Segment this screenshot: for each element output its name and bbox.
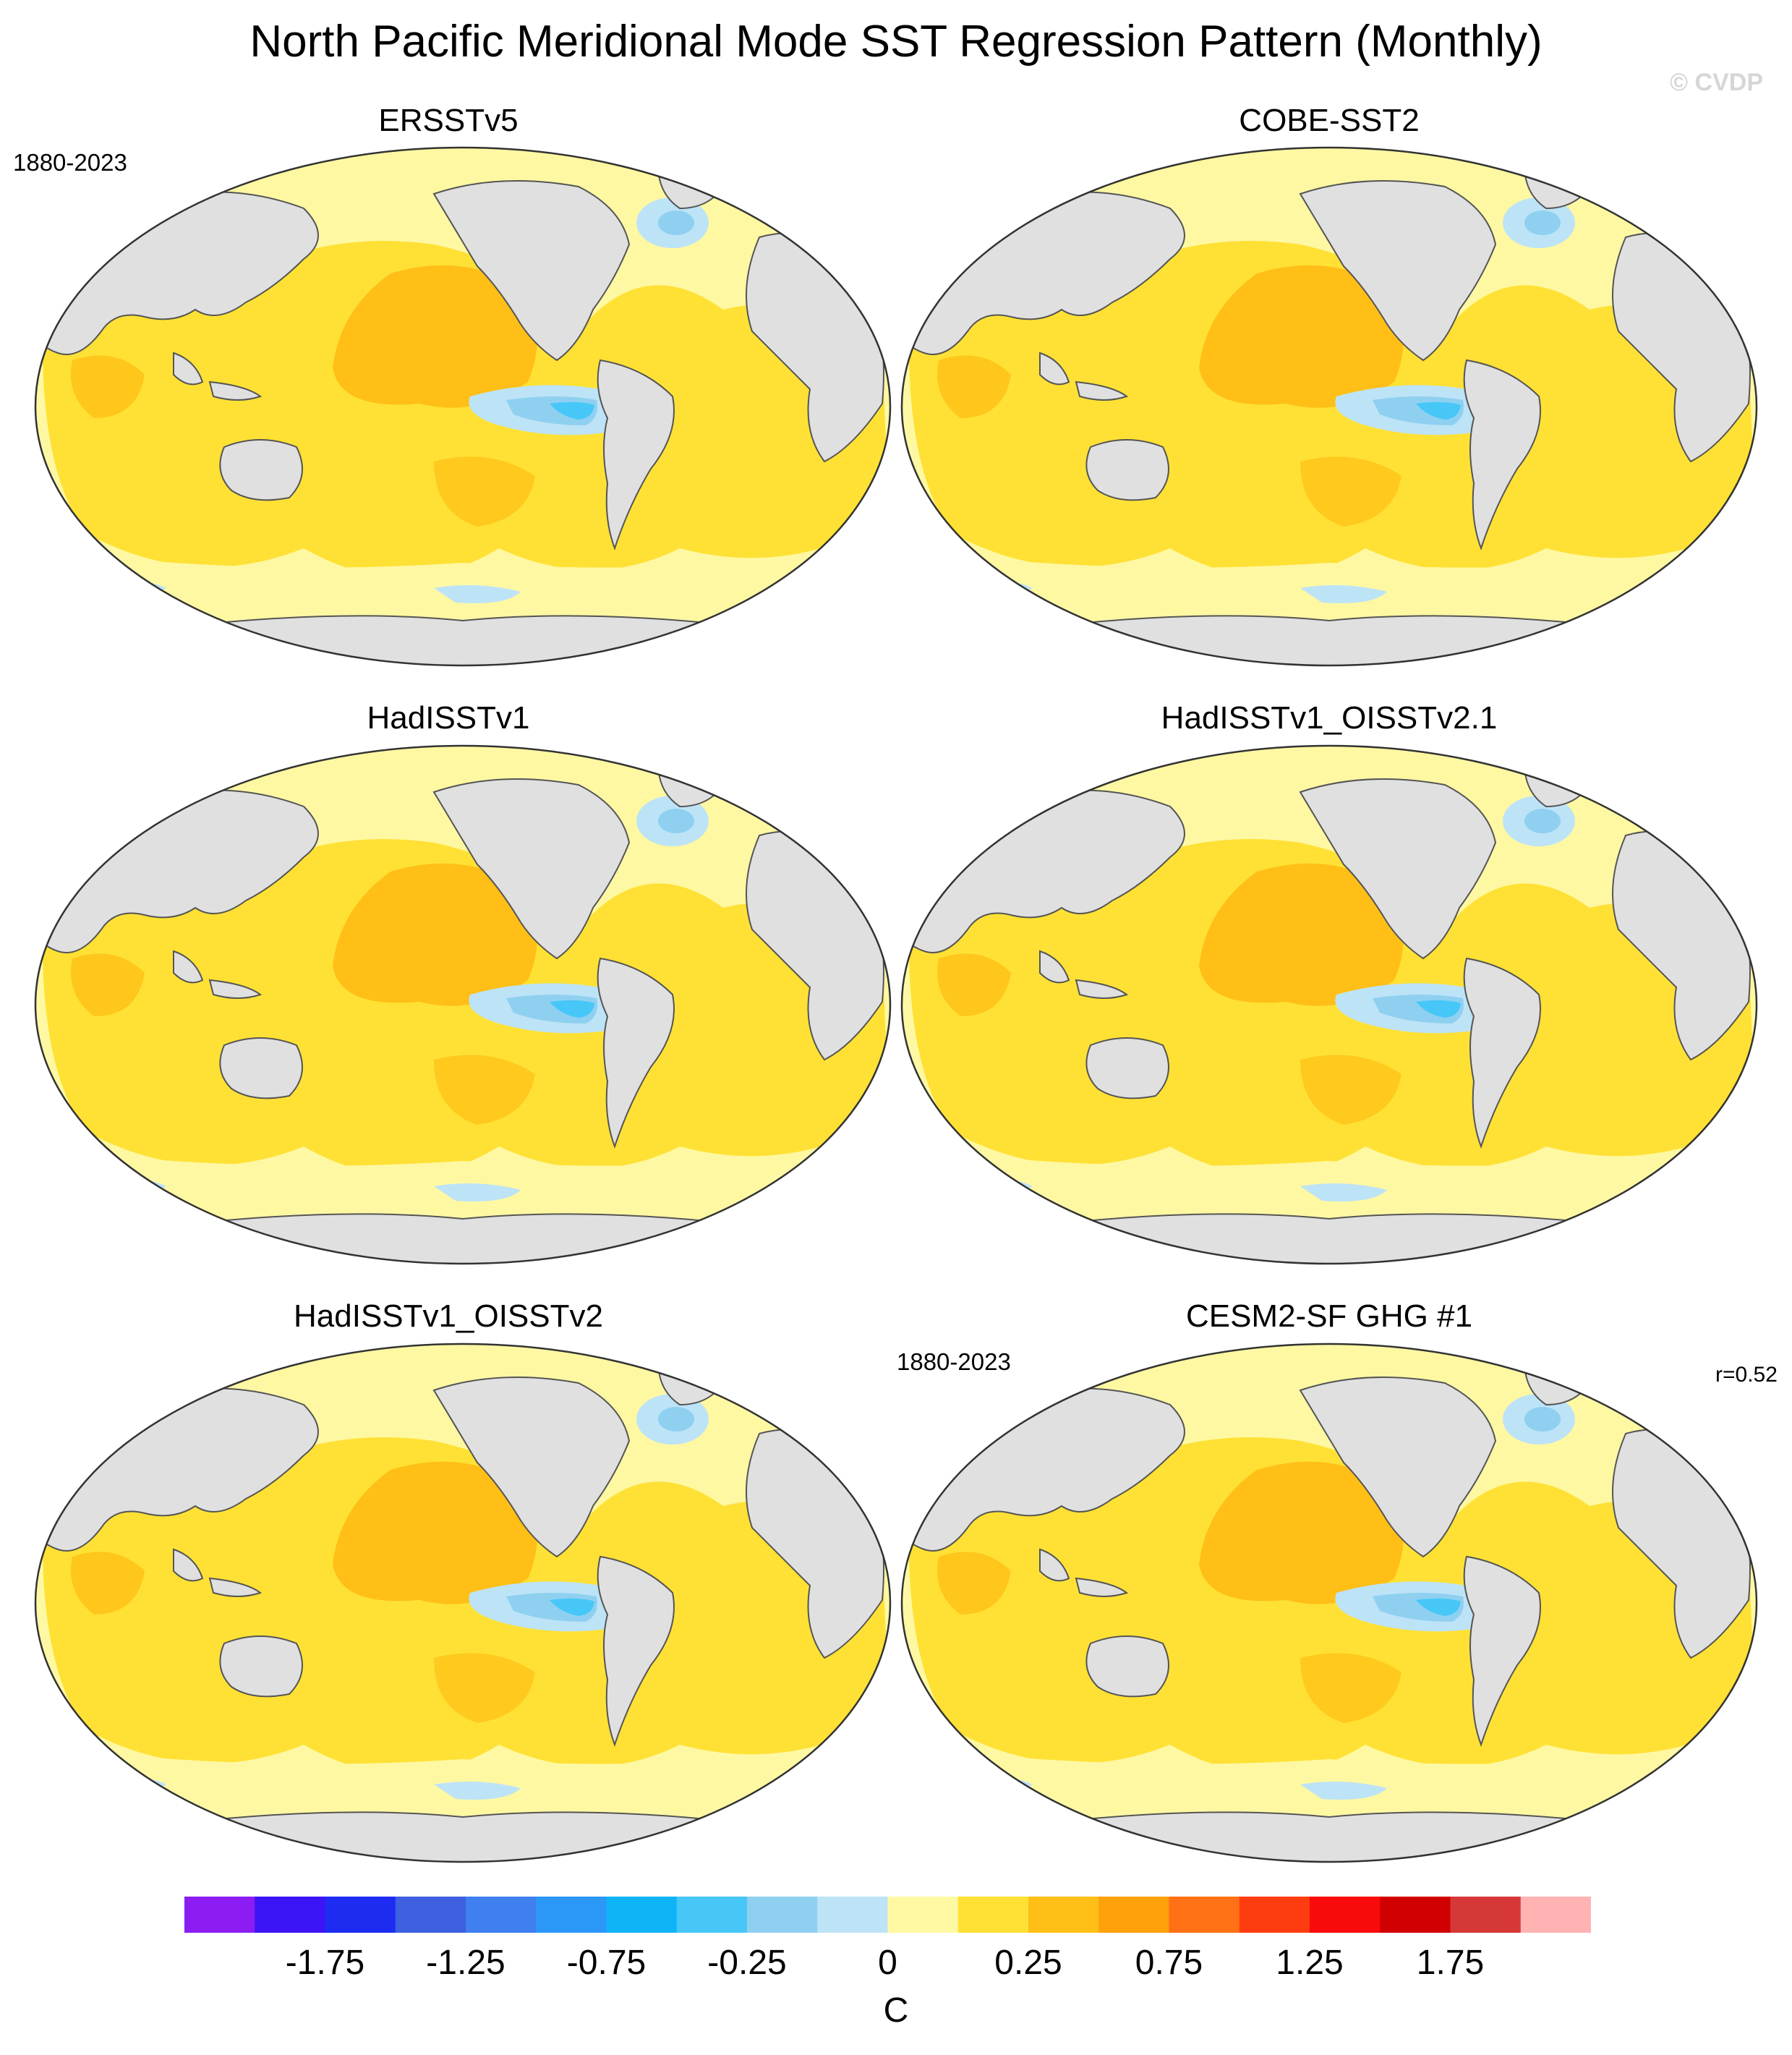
panel-title-ersstv5: ERSSTv5 (378, 103, 519, 138)
map-hadisstv1-oisstv2 (29, 1340, 897, 1868)
panel-title-cesm2-sf-ghg: CESM2-SF GHG #1 (1185, 1298, 1473, 1334)
colorbar-swatch (817, 1897, 888, 1933)
colorbar-swatch (325, 1897, 396, 1933)
colorbar-swatch (1380, 1897, 1451, 1933)
panel-title-cobe-sst2: COBE-SST2 (1239, 103, 1420, 138)
colorbar-tick-label: -0.75 (566, 1944, 647, 1982)
colorbar-tick-label: -1.75 (285, 1944, 365, 1982)
colorbar-swatch (255, 1897, 325, 1933)
period-label-1: 1880-2023 (13, 149, 127, 176)
colorbar-swatch (1098, 1897, 1169, 1933)
colorbar-tick-label: -1.25 (426, 1944, 505, 1982)
colorbar-swatch (466, 1897, 537, 1933)
colorbar-swatch (676, 1897, 748, 1933)
panel-title-hadisstv1: HadISSTv1 (367, 700, 530, 736)
colorbar-unit: C (883, 1991, 909, 2030)
watermark: © CVDP (1670, 69, 1763, 96)
panel-title-hadisstv1-oisstv2: HadISSTv1_OISSTv2 (294, 1298, 603, 1334)
map-cesm2-sf-ghg (895, 1340, 1763, 1868)
colorbar-swatch (887, 1897, 959, 1933)
colorbar-swatch (606, 1897, 678, 1933)
colorbar-swatch (957, 1897, 1029, 1933)
map-ersstv5 (29, 143, 897, 671)
main-title: North Pacific Meridional Mode SST Regres… (249, 17, 1543, 67)
colorbar-swatch (184, 1897, 255, 1933)
colorbar-swatch (747, 1897, 818, 1933)
colorbar (184, 1897, 1591, 1933)
colorbar-swatch (536, 1897, 607, 1933)
panel-title-hadisstv1-oisstv2-1: HadISSTv1_OISSTv2.1 (1161, 700, 1498, 736)
colorbar-tick-label: 0.75 (1135, 1944, 1203, 1982)
colorbar-swatch (1239, 1897, 1310, 1933)
pattern-correlation: r=0.52 (1715, 1363, 1778, 1387)
colorbar-tick-label: 0 (878, 1944, 897, 1982)
colorbar-tick-label: 1.75 (1416, 1944, 1485, 1982)
colorbar-swatch (1028, 1897, 1099, 1933)
colorbar-tick-label: 0.25 (994, 1944, 1062, 1982)
colorbar-tick-label: 1.25 (1276, 1944, 1344, 1982)
colorbar-swatch (1520, 1897, 1591, 1933)
map-cobe-sst2 (895, 143, 1763, 671)
map-hadisstv1 (29, 741, 897, 1269)
colorbar-swatch (1450, 1897, 1522, 1933)
map-hadisstv1-oisstv2-1 (895, 741, 1763, 1269)
period-label-6: 1880-2023 (897, 1348, 1011, 1375)
colorbar-tick-label: -0.25 (707, 1944, 787, 1982)
colorbar-swatch (1169, 1897, 1240, 1933)
colorbar-swatch (395, 1897, 466, 1933)
colorbar-swatch (1310, 1897, 1381, 1933)
